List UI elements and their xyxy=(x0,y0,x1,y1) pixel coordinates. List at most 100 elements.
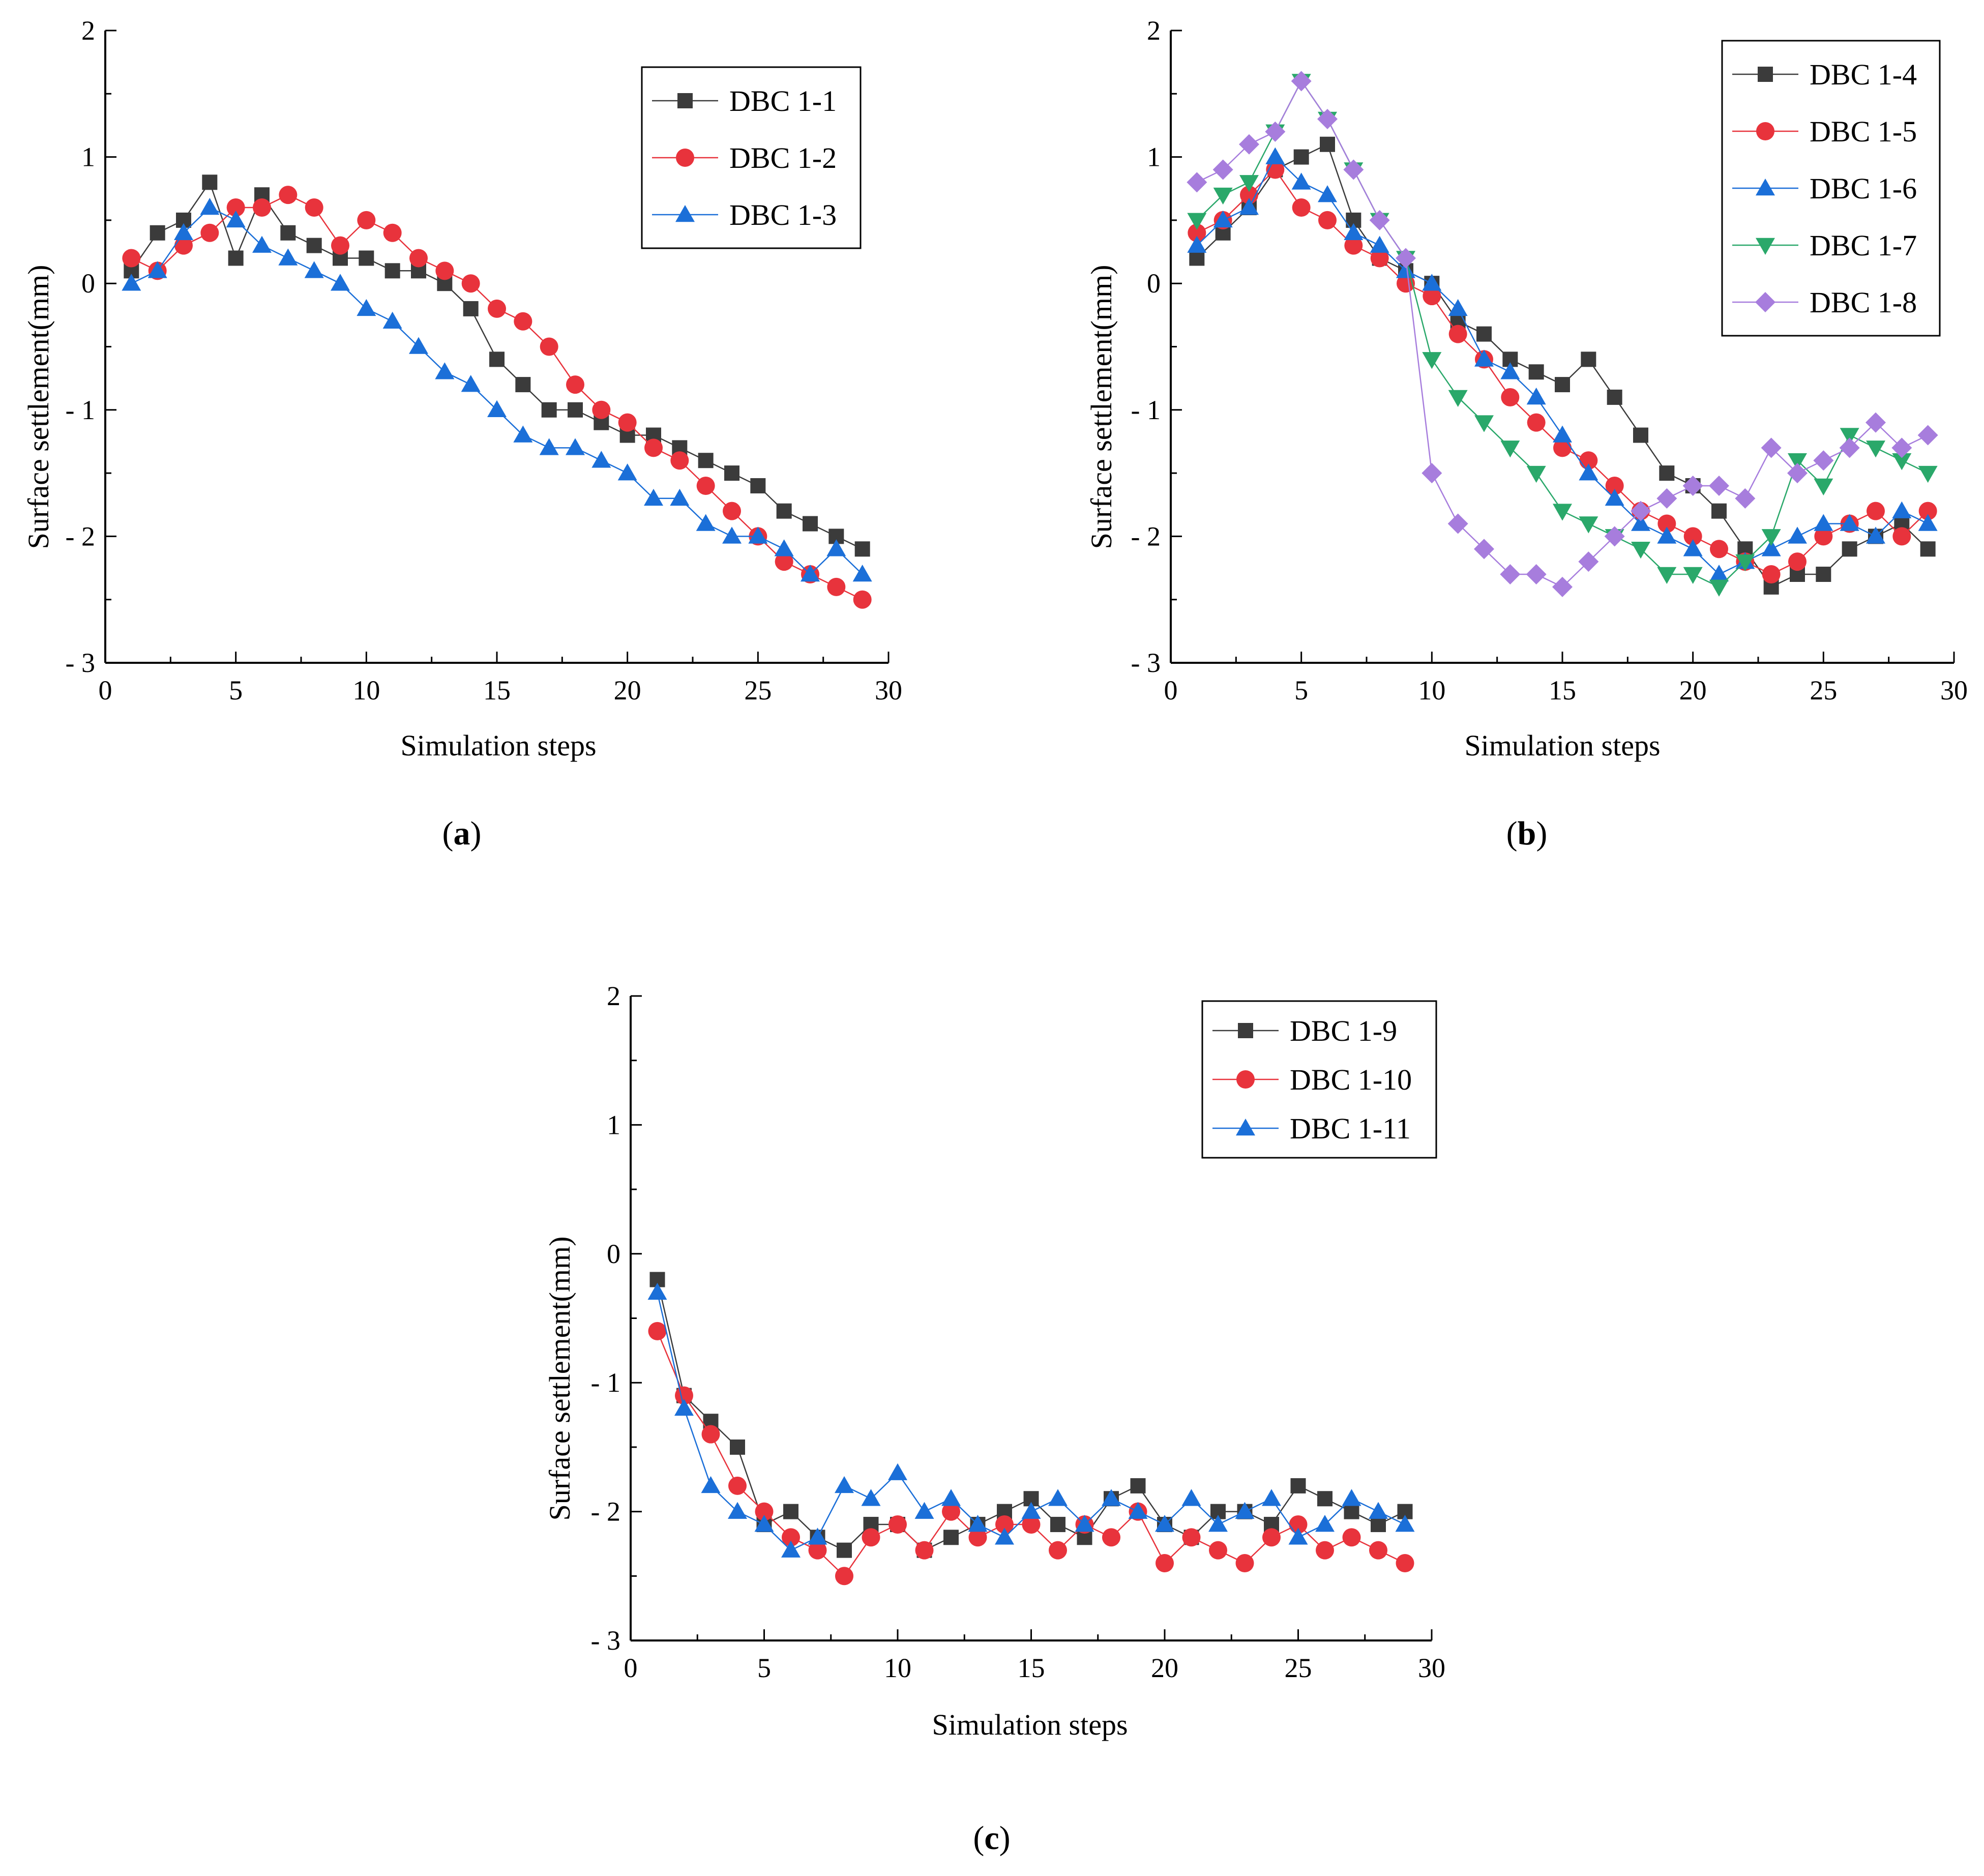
data-point xyxy=(1526,465,1546,483)
x-tick-label: 25 xyxy=(1810,675,1837,706)
caption-letter: c xyxy=(984,1820,999,1857)
data-point xyxy=(1447,513,1468,534)
data-point xyxy=(487,400,507,418)
series-dbc-1-10 xyxy=(648,1322,1414,1586)
data-point xyxy=(1317,1491,1332,1507)
data-point xyxy=(1050,1516,1065,1532)
caption-close-paren: ) xyxy=(1536,815,1547,852)
data-point xyxy=(383,223,402,242)
x-tick-label: 10 xyxy=(884,1653,911,1683)
data-point xyxy=(305,198,323,217)
data-point xyxy=(1553,504,1572,521)
data-point xyxy=(776,503,792,519)
data-point xyxy=(968,1514,988,1532)
data-point xyxy=(854,541,870,557)
data-point xyxy=(1501,388,1520,406)
data-point xyxy=(943,1530,959,1545)
data-point xyxy=(1527,413,1546,432)
data-point xyxy=(915,1541,934,1560)
legend-label: DBC 1-7 xyxy=(1810,229,1917,262)
y-tick-label: 1 xyxy=(81,142,95,172)
data-point xyxy=(1021,1502,1041,1519)
data-point xyxy=(1659,465,1675,481)
y-tick-label: - 3 xyxy=(591,1625,620,1656)
data-point xyxy=(1188,223,1206,242)
caption-letter: b xyxy=(1518,815,1536,852)
data-point xyxy=(782,1528,800,1547)
data-point xyxy=(941,1489,961,1506)
data-point xyxy=(1920,541,1936,557)
data-point xyxy=(1048,1489,1068,1506)
data-point xyxy=(1235,1553,1254,1572)
data-point xyxy=(861,1489,881,1506)
data-point xyxy=(1448,325,1467,343)
legend-marker xyxy=(676,149,694,167)
data-point xyxy=(1187,236,1207,253)
data-point xyxy=(1239,134,1259,155)
data-point xyxy=(435,362,455,379)
data-point xyxy=(409,337,428,354)
data-point xyxy=(995,1515,1014,1534)
panel-caption-a: (a) xyxy=(442,815,482,852)
data-point xyxy=(1397,274,1415,293)
data-point xyxy=(1839,437,1860,458)
data-point xyxy=(730,1439,745,1455)
x-tick-label: 10 xyxy=(1418,675,1445,706)
data-point xyxy=(1316,1541,1334,1560)
data-point xyxy=(1422,352,1442,369)
series-dbc-1-2 xyxy=(122,186,872,609)
data-point xyxy=(1892,453,1912,471)
legend: DBC 1-4 DBC 1-5 DBC 1-6 DBC 1-7 DBC 1-8 xyxy=(1721,40,1941,337)
data-point xyxy=(837,1542,852,1558)
data-point xyxy=(1555,377,1570,393)
data-point xyxy=(1262,1528,1281,1547)
data-point xyxy=(461,274,480,293)
data-point xyxy=(1182,1528,1201,1547)
legend-label: DBC 1-6 xyxy=(1810,172,1917,205)
data-point xyxy=(647,1282,667,1300)
data-point xyxy=(618,413,637,432)
legend: DBC 1-1 DBC 1-2 DBC 1-3 xyxy=(641,66,862,249)
data-point xyxy=(1500,362,1520,379)
data-point xyxy=(1293,149,1309,165)
data-point xyxy=(1605,476,1624,495)
data-point xyxy=(1735,488,1756,509)
data-point xyxy=(1709,475,1729,496)
y-axis-title: Surface settlement(mm) xyxy=(543,1237,576,1521)
chart-panel-b: Simulation steps Surface settlement(mm) … xyxy=(1085,15,1968,852)
data-point xyxy=(384,263,400,279)
data-point xyxy=(1075,1514,1094,1532)
caption-open-paren: ( xyxy=(1506,815,1518,852)
data-point xyxy=(724,465,739,481)
data-point xyxy=(1396,1553,1414,1572)
data-point xyxy=(1553,425,1572,443)
data-point xyxy=(670,488,690,506)
data-point xyxy=(122,249,141,268)
legend-marker xyxy=(1238,1023,1253,1038)
data-point xyxy=(723,502,741,520)
panel-caption-c: (c) xyxy=(973,1820,1010,1857)
y-axis-title: Surface settlement(mm) xyxy=(1085,265,1118,549)
data-point xyxy=(1814,514,1833,531)
data-point xyxy=(1288,1528,1308,1545)
data-point xyxy=(1633,427,1648,443)
y-tick-label: - 2 xyxy=(591,1497,620,1527)
series-dbc-1-5 xyxy=(1188,160,1937,583)
data-point xyxy=(1840,514,1859,531)
data-point xyxy=(591,451,611,468)
data-point xyxy=(566,375,584,394)
data-point xyxy=(1892,501,1912,518)
data-point xyxy=(280,225,296,241)
data-point xyxy=(1892,527,1911,546)
data-point xyxy=(1787,463,1808,484)
data-point xyxy=(1423,287,1441,306)
data-point xyxy=(200,198,220,215)
legend-label: DBC 1-8 xyxy=(1810,286,1917,319)
data-point xyxy=(1130,1478,1146,1493)
data-point xyxy=(1528,364,1544,380)
x-tick-label: 20 xyxy=(614,675,641,706)
y-tick-label: - 3 xyxy=(66,648,95,678)
data-point xyxy=(1370,236,1389,253)
legend-marker xyxy=(1758,67,1773,82)
